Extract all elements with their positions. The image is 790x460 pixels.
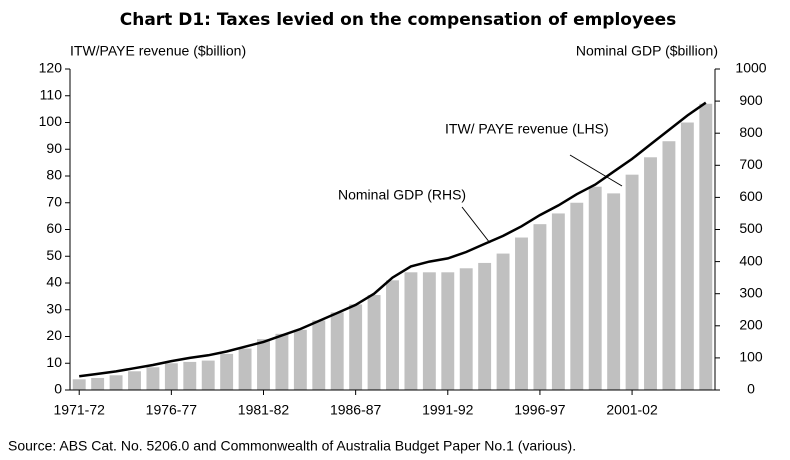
bar <box>109 375 123 390</box>
annotation-pointer <box>461 206 491 244</box>
y-tick-label: 50 <box>46 247 62 263</box>
bar <box>238 348 252 390</box>
bar <box>164 363 178 390</box>
bar <box>699 103 713 391</box>
bar <box>570 202 584 390</box>
y-tick-label: 110 <box>40 86 63 102</box>
bar <box>588 186 602 390</box>
bar <box>312 320 326 390</box>
y2-tick-label: 500 <box>739 220 763 236</box>
y-tick-label: 10 <box>46 354 62 370</box>
annotation: ITW/ PAYE revenue (LHS) <box>445 121 609 137</box>
bar <box>293 329 307 390</box>
annotation: Nominal GDP (RHS) <box>338 187 466 203</box>
bar <box>201 360 215 390</box>
bar <box>625 174 639 390</box>
bar <box>422 272 436 390</box>
bar <box>386 280 399 390</box>
y2-tick-label: 900 <box>739 92 763 108</box>
y-tick-label: 90 <box>46 140 62 156</box>
y-tick-label: 60 <box>46 220 62 236</box>
bar <box>275 333 289 390</box>
bar <box>91 377 105 390</box>
y-tick-label: 40 <box>46 274 62 290</box>
x-tick-label: 1991-92 <box>422 402 474 418</box>
bar <box>128 371 141 390</box>
y2-tick-label: 300 <box>739 284 763 300</box>
bar <box>680 122 694 390</box>
bar <box>441 272 455 390</box>
bar <box>349 304 363 390</box>
bar <box>183 361 197 390</box>
y-axis-label: ITW/PAYE revenue ($billion) <box>70 43 246 59</box>
y2-tick-label: 800 <box>739 124 763 140</box>
y2-tick-label: 600 <box>739 188 763 204</box>
source: Source: ABS Cat. No. 5206.0 and Commonwe… <box>8 438 576 454</box>
bar <box>146 367 160 390</box>
y-tick-label: 120 <box>39 60 63 76</box>
bar <box>551 213 565 390</box>
y2-tick-label: 700 <box>739 156 763 172</box>
y-tick-label: 20 <box>46 327 62 343</box>
gdp-line <box>79 101 707 378</box>
bar <box>257 339 270 390</box>
bar <box>367 295 381 390</box>
bar <box>644 157 657 390</box>
x-tick-label: 1976-77 <box>146 402 198 418</box>
y-tick-label: 80 <box>46 167 62 183</box>
bar <box>459 268 473 390</box>
bar <box>220 353 234 390</box>
bar <box>515 237 528 390</box>
bar <box>72 379 86 390</box>
y-tick-label: 30 <box>46 300 62 316</box>
x-tick-label: 1971-72 <box>54 402 106 418</box>
bar <box>533 224 547 390</box>
annotation-pointer <box>569 154 623 187</box>
bar <box>662 141 676 390</box>
y-tick-label: 0 <box>54 381 62 397</box>
bar <box>478 262 492 390</box>
x-tick-label: 1996-97 <box>514 402 566 418</box>
chart-title: Chart D1: Taxes levied on the compensati… <box>120 10 677 30</box>
x-tick-label: 1981-82 <box>238 402 290 418</box>
y2-tick-label: 400 <box>739 252 763 268</box>
y2-tick-label: 200 <box>739 317 763 333</box>
x-tick-label: 1986-87 <box>330 402 382 418</box>
bar <box>607 193 621 390</box>
y2-tick-label: 0 <box>747 381 755 397</box>
bar <box>404 272 418 390</box>
bar <box>496 253 510 390</box>
x-tick-label: 2001-02 <box>606 402 658 418</box>
bar <box>330 312 344 390</box>
y-tick-label: 70 <box>46 193 62 209</box>
y-tick-label: 100 <box>39 113 63 129</box>
y2-axis-label: Nominal GDP ($billion) <box>576 43 718 59</box>
y2-tick-label: 1000 <box>735 60 766 76</box>
y2-tick-label: 100 <box>739 349 763 365</box>
